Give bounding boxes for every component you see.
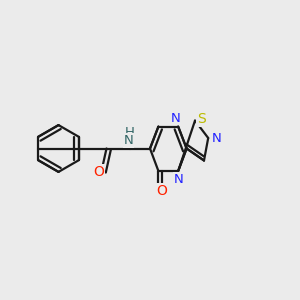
Text: O: O [157,184,167,198]
Text: S: S [197,112,206,126]
Text: N: N [170,112,180,125]
Text: N: N [124,134,134,147]
Text: N: N [212,131,221,145]
Text: O: O [93,165,104,178]
Text: H: H [125,126,134,140]
Text: N: N [173,173,183,186]
